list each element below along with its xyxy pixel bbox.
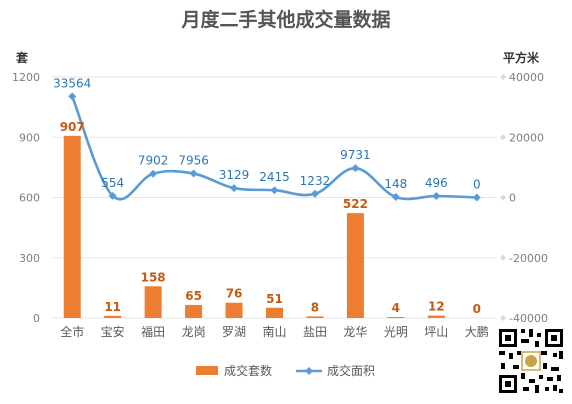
- bar-罗湖: [225, 302, 243, 318]
- line-layer: [68, 92, 481, 202]
- legend-label-line: 成交面积: [327, 363, 375, 378]
- line-value-label: 9731: [340, 148, 371, 162]
- bar-value-label: 907: [60, 120, 85, 134]
- line-value-label: 0: [473, 178, 481, 192]
- line-series-area: [71, 95, 477, 201]
- category-label: 龙岗: [182, 325, 206, 339]
- bar-value-label: 51: [266, 292, 283, 306]
- y-right-tick-label: -20000: [509, 252, 548, 265]
- bar-value-label: 522: [343, 197, 368, 211]
- bar-全市: [63, 135, 81, 318]
- bar-龙岗: [185, 304, 203, 318]
- y-right-tick-marker: [500, 254, 506, 261]
- axis-layer: 03006009001200-40000-2000002000040000全市宝…: [12, 71, 548, 339]
- line-value-label: 1232: [300, 174, 331, 188]
- line-point: [108, 191, 117, 200]
- line-point: [149, 169, 158, 178]
- bar-value-label: 4: [392, 301, 400, 315]
- y-right-tick-marker: [500, 74, 506, 80]
- y-right-tick-label: 0: [509, 192, 516, 205]
- y-left-tick-label: 900: [19, 131, 40, 144]
- y-right-tick-label: 40000: [509, 71, 544, 84]
- line-value-label: 148: [384, 177, 407, 191]
- bar-value-label: 0: [473, 302, 481, 316]
- category-label: 福田: [141, 324, 165, 339]
- y-left-tick-label: 600: [19, 192, 40, 205]
- category-label: 宝安: [101, 324, 125, 339]
- legend-label-bar: 成交套数: [224, 363, 272, 378]
- line-point: [472, 193, 481, 202]
- bar-宝安: [104, 315, 122, 318]
- line-value-label: 7956: [178, 154, 209, 168]
- category-label: 盐田: [303, 325, 327, 339]
- y-right-tick-marker: [500, 194, 506, 201]
- category-label: 南山: [262, 324, 286, 339]
- category-label: 光明: [384, 325, 408, 339]
- bar-value-label: 8: [311, 300, 319, 314]
- legend-swatch-line-marker: [305, 367, 313, 375]
- y-right-tick-label: 20000: [509, 131, 544, 144]
- line-value-label: 3129: [219, 168, 250, 182]
- line-point: [68, 92, 77, 101]
- line-point: [391, 193, 400, 202]
- bar-光明: [387, 317, 405, 318]
- line-value-label: 496: [425, 176, 448, 190]
- bar-value-label: 76: [226, 287, 243, 301]
- line-point: [310, 189, 319, 198]
- y-left-tick-label: 300: [19, 252, 40, 265]
- legend: 成交套数 成交面积: [196, 363, 375, 378]
- category-label: 龙华: [343, 325, 367, 339]
- bar-value-label: 12: [428, 300, 445, 314]
- line-value-label: 554: [101, 176, 124, 190]
- legend-swatch-bar: [196, 366, 218, 375]
- category-label: 罗湖: [222, 324, 246, 339]
- labels-layer: 907 11 158 65 76 51 8 522 4 12 0 33564 554 7902 7956 31…: [53, 76, 481, 316]
- y-left-tick-label: 0: [33, 312, 40, 325]
- bar-value-label: 158: [141, 270, 166, 284]
- bars-layer: [63, 135, 445, 318]
- bar-福田: [144, 286, 162, 318]
- category-label: 大鹏: [465, 325, 489, 339]
- line-point: [432, 192, 441, 201]
- category-label: 全市: [60, 324, 84, 339]
- line-value-label: 33564: [53, 76, 91, 90]
- bar-value-label: 11: [104, 300, 121, 314]
- line-point: [189, 169, 198, 178]
- bar-value-label: 65: [185, 289, 202, 303]
- y-right-tick-marker: [500, 315, 506, 321]
- y-left-axis-label: 套: [15, 50, 29, 65]
- qr-code-icon: [496, 326, 566, 396]
- bar-坪山: [427, 315, 445, 318]
- line-point: [351, 164, 360, 173]
- y-right-tick-marker: [500, 134, 506, 141]
- category-label: 坪山: [424, 325, 448, 339]
- bar-南山: [266, 307, 283, 318]
- y-left-tick-label: 1200: [12, 71, 40, 84]
- line-point: [270, 186, 279, 195]
- line-point: [230, 184, 239, 193]
- line-value-label: 2415: [259, 170, 290, 184]
- y-right-tick-label: -40000: [509, 312, 548, 325]
- bar-盐田: [306, 316, 324, 318]
- chart-title: 月度二手其他成交量数据: [180, 8, 390, 31]
- y-right-axis-label: 平方米: [503, 50, 540, 65]
- line-value-label: 7902: [138, 154, 169, 168]
- bar-龙华: [346, 213, 364, 318]
